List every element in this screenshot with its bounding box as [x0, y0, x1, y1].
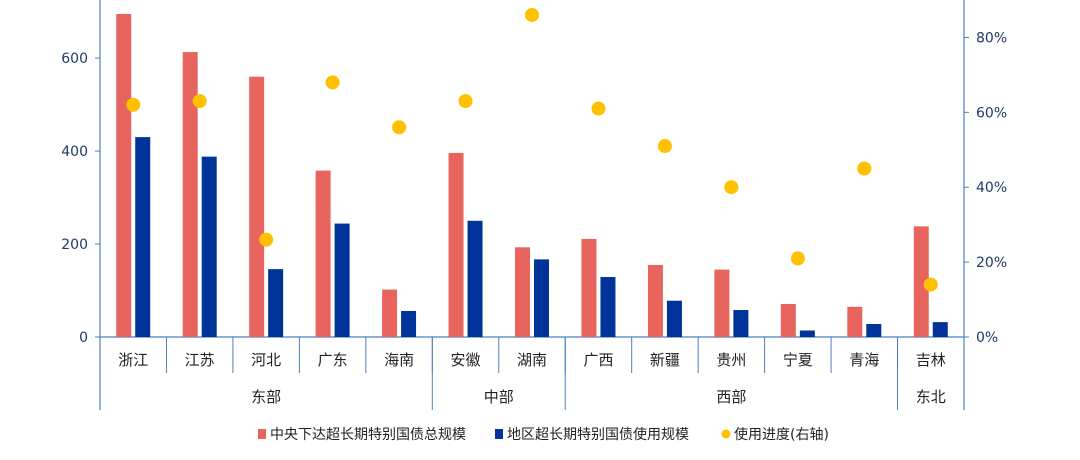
category-label: 广东	[318, 351, 348, 369]
bar-total-allocation	[714, 269, 730, 337]
bar-used-amount	[268, 269, 284, 337]
legend-swatch	[721, 429, 731, 439]
progress-dot	[525, 7, 539, 22]
bar-total-allocation	[448, 152, 464, 337]
category-label: 广西	[583, 351, 613, 369]
group-label: 中部	[484, 388, 514, 406]
right-tick-label: 0%	[976, 330, 998, 346]
progress-dot	[392, 120, 407, 135]
progress-dot	[857, 161, 872, 176]
bar-total-allocation	[249, 76, 265, 338]
category-label: 宁夏	[783, 351, 813, 369]
left-tick-label: 600	[61, 51, 88, 67]
category-label: 海南	[384, 351, 414, 369]
left-tick-label: 200	[61, 237, 88, 253]
legend-swatch	[495, 429, 503, 439]
bars	[116, 13, 948, 338]
progress-dot	[192, 94, 207, 109]
group-label: 西部	[716, 388, 746, 406]
group-label: 东北	[916, 388, 946, 406]
bar-used-amount	[932, 322, 948, 337]
category-label: 江苏	[185, 351, 215, 369]
legend-label: 地区超长期特别国债使用规模	[507, 426, 689, 443]
right-axis-ticks: 0% 20% 40% 60% 80%	[964, 30, 1007, 346]
right-tick-label: 80%	[976, 30, 1007, 46]
bar-used-amount	[600, 277, 616, 337]
bar-total-allocation	[913, 226, 929, 337]
left-axis-ticks: 0 200 400 600	[61, 51, 100, 346]
category-label: 新疆	[650, 351, 680, 369]
legend-label: 使用进度(右轴)	[734, 426, 829, 443]
bar-used-amount	[135, 137, 151, 337]
bar-total-allocation	[515, 247, 530, 337]
progress-dots	[126, 7, 938, 292]
category-label: 河北	[251, 351, 281, 369]
progress-dot	[126, 97, 141, 112]
bar-total-allocation	[182, 52, 198, 337]
group-label: 东部	[251, 388, 281, 406]
category-label: 青海	[849, 351, 879, 369]
bar-total-allocation	[116, 13, 132, 338]
category-labels: 浙江 江苏 河北 广东 海南 安徽 湖南 广西 新疆 贵州 宁夏 青海 吉林	[118, 351, 946, 369]
bar-total-allocation	[847, 306, 863, 337]
progress-dot	[259, 232, 274, 247]
progress-dot	[724, 180, 739, 195]
progress-dot	[657, 139, 672, 154]
axes	[99, 0, 965, 410]
bar-total-allocation	[581, 238, 597, 337]
bar-used-amount	[401, 310, 417, 337]
bar-used-amount	[666, 300, 682, 337]
category-label: 安徽	[451, 351, 481, 369]
bar-total-allocation	[647, 264, 663, 337]
category-label: 湖南	[517, 351, 547, 369]
progress-dot	[923, 277, 938, 292]
bar-used-amount	[866, 323, 882, 337]
group-labels: 东部 中部 西部 东北	[251, 388, 946, 406]
bar-total-allocation	[382, 289, 398, 337]
bar-used-amount	[799, 330, 815, 337]
legend-swatch	[258, 429, 266, 439]
category-label: 浙江	[118, 351, 148, 369]
progress-dot	[325, 75, 340, 90]
legend-label: 中央下达超长期特别国债总规模	[270, 427, 466, 443]
progress-dot	[591, 101, 606, 116]
left-tick-label: 0	[79, 330, 88, 346]
progress-dot	[458, 94, 473, 109]
bar-used-amount	[733, 310, 749, 337]
category-label: 吉林	[916, 351, 946, 369]
category-label: 贵州	[716, 351, 746, 369]
left-tick-label: 400	[61, 144, 88, 160]
bar-total-allocation	[315, 170, 331, 337]
bar-used-amount	[334, 223, 350, 337]
right-tick-label: 20%	[976, 255, 1007, 271]
bar-total-allocation	[780, 303, 796, 337]
bar-used-amount	[201, 156, 217, 337]
bar-used-amount	[534, 259, 549, 337]
right-tick-label: 60%	[976, 105, 1007, 121]
progress-dot	[790, 251, 805, 266]
right-tick-label: 40%	[976, 180, 1007, 196]
legend: 中央下达超长期特别国债总规模 地区超长期特别国债使用规模 使用进度(右轴)	[258, 426, 829, 443]
bar-used-amount	[467, 220, 483, 337]
